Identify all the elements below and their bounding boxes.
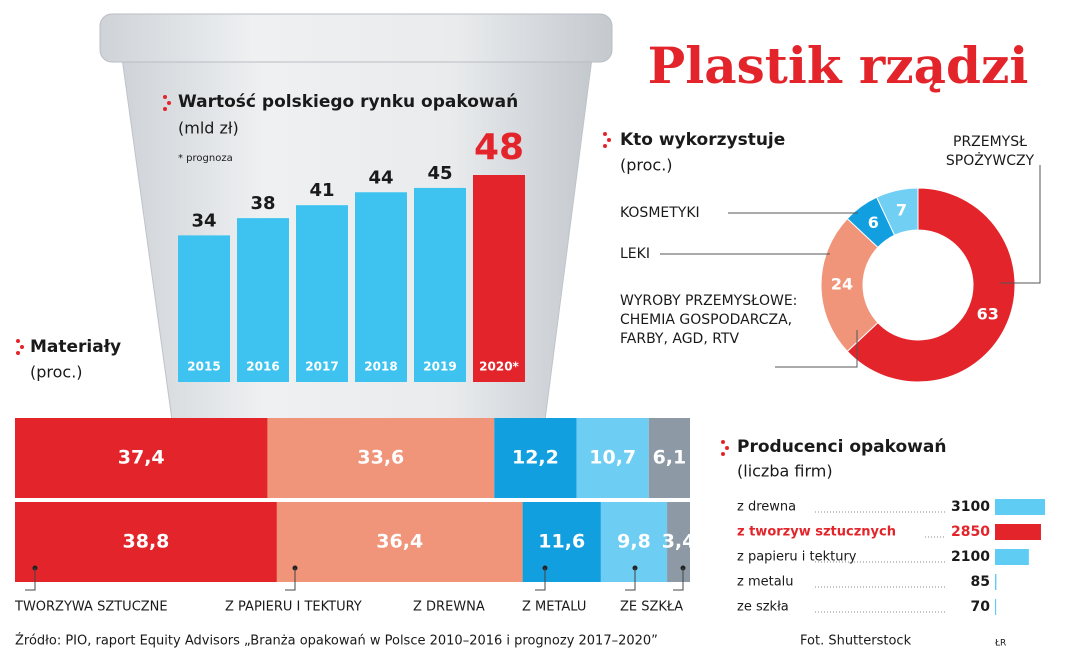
value-label: 24 [831,275,853,294]
category-label: z tworzyw sztucznych [737,525,896,540]
legend-label: ZE SZKŁA [620,600,683,615]
author: ŁR [994,639,1006,649]
x-tick-label: 2016 [246,360,279,374]
chart-title: Materiały [30,337,121,357]
x-tick-label: 2020* [479,360,519,374]
value-label: 10,7 [589,447,636,469]
chart-subtitle: (liczba firm) [737,462,833,481]
chart-title: Kto wykorzystuje [620,130,785,150]
value-label: 38 [250,193,275,214]
donut-segment [876,187,919,236]
value-label: 7 [896,200,907,219]
chart-title: Producenci opakowań [737,437,946,457]
bar-segment [276,502,523,582]
legend-label: Z METALU [522,600,586,615]
value-label: 41 [309,180,334,201]
value-label: 9,8 [617,531,651,553]
bar-segment [667,502,690,582]
value-label: 33,6 [357,447,404,469]
category-label: ze szkła [737,600,789,615]
bar [995,499,1045,515]
value-label: 85 [971,574,990,590]
legend-label: Z PAPIERU I TEKTURY [225,600,362,615]
bar [296,205,348,382]
value-label: 34 [191,210,216,231]
value-label: 2100 [951,549,990,565]
bar [237,218,289,382]
bar [473,175,525,382]
value-label: 45 [427,163,452,184]
leader-line [285,568,296,591]
x-tick-label: 2015 [187,360,220,374]
category-label: z papieru i tektury [737,550,857,565]
legend-label: Z DREWNA [413,600,485,615]
bar-segment [15,418,268,498]
bar-segment [267,418,495,498]
category-label: WYROBY PRZEMYSŁOWE: CHEMIA GOSPODARCZA, … [620,293,798,347]
bar-segment [522,502,601,582]
value-label: 6,1 [653,447,687,469]
value-label: 38,8 [123,531,170,553]
container-rim [99,13,613,63]
legend-label: TWORZYWA SZTUCZNE [14,600,168,615]
value-label: 2850 [951,524,990,540]
value-label: 44 [368,167,393,188]
x-tick-label: 2019 [423,360,456,374]
x-tick-label: 2018 [364,360,397,374]
chart-title: Wartość polskiego rynku opakowań [178,92,518,112]
category-label: LEKI [620,246,650,262]
chart-subtitle: (proc.) [30,363,83,382]
value-label: 70 [971,599,991,615]
value-label: 37,4 [118,447,165,469]
bar [178,235,230,382]
value-label: 3100 [951,499,990,515]
chart-subtitle: (proc.) [620,156,673,175]
value-label: 63 [977,305,999,324]
value-label: 36,4 [376,531,423,553]
value-label: 6 [868,213,879,232]
value-label: 11,6 [538,531,585,553]
value-label: 3,4 [662,531,696,553]
leader-line [535,568,546,591]
category-label: KOSMETYKI [620,205,700,221]
bullet-icons [16,95,729,456]
chart-subtitle: (mld zł) [178,119,239,138]
value-label: 12,2 [512,447,559,469]
donut-segment [846,187,1016,383]
category-label: z metalu [737,575,794,590]
source: Źródło: PIO, raport Equity Advisors „Bra… [15,633,658,649]
leader-line [1000,165,1041,284]
bar-segment [648,418,690,498]
leader-line [25,568,36,591]
category-label: PRZEMYSŁ SPOŻYWCZY [945,134,1035,169]
bar [355,192,407,382]
leader-line [625,568,636,591]
value-label: 48 [474,127,524,168]
bar-segment [15,502,277,582]
page-title: Plastik rządzi [648,36,1029,95]
category-label: z drewna [737,500,796,515]
chart-note: * prognoza [178,153,233,164]
bar [995,599,997,615]
x-tick-label: 2017 [305,360,338,374]
bar-segment [494,418,577,498]
bar [995,549,1029,565]
bar [995,524,1041,540]
bar [995,574,997,590]
leader-line [775,330,858,368]
photo-credit: Fot. Shutterstock [800,634,912,649]
bar-segment [576,418,649,498]
bar [414,187,466,382]
leader-line [673,568,684,591]
